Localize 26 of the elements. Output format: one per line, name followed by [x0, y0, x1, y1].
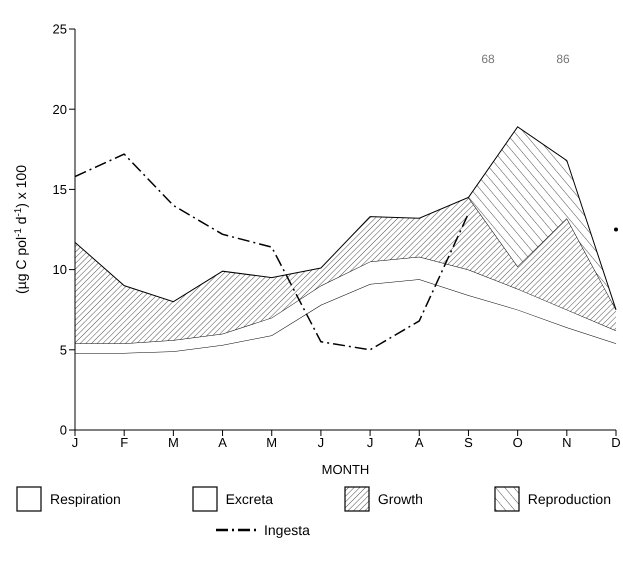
y-tick-label: 25 — [52, 22, 67, 37]
y-tick-label: 0 — [60, 422, 67, 438]
legend-label: Reproduction — [528, 491, 611, 507]
x-tick-label: J — [366, 435, 374, 450]
y-tick-label: 5 — [60, 342, 67, 358]
y-tick-label: 10 — [52, 262, 67, 278]
x-tick-label: M — [168, 435, 179, 450]
y-tick-label: 20 — [52, 102, 67, 117]
x-tick-label: A — [218, 435, 228, 450]
legend-label: Excreta — [226, 491, 274, 507]
legend-label: Ingesta — [264, 522, 310, 538]
x-tick-label: D — [611, 435, 621, 450]
legend-label: Growth — [378, 491, 423, 507]
x-tick-label: J — [72, 435, 78, 450]
x-tick-label: S — [464, 435, 474, 450]
y-tick-label: 15 — [52, 182, 67, 198]
x-axis-title: MONTH — [322, 462, 370, 477]
annotation: 86 — [556, 52, 570, 66]
legend-label: Respiration — [50, 491, 121, 507]
x-tick-label: F — [120, 435, 128, 450]
annotation: 68 — [481, 52, 495, 66]
x-tick-label: N — [562, 435, 572, 450]
x-tick-label: M — [266, 435, 278, 450]
x-tick-label: O — [512, 435, 523, 450]
x-tick-label: J — [318, 435, 324, 450]
x-tick-label: A — [414, 435, 424, 450]
